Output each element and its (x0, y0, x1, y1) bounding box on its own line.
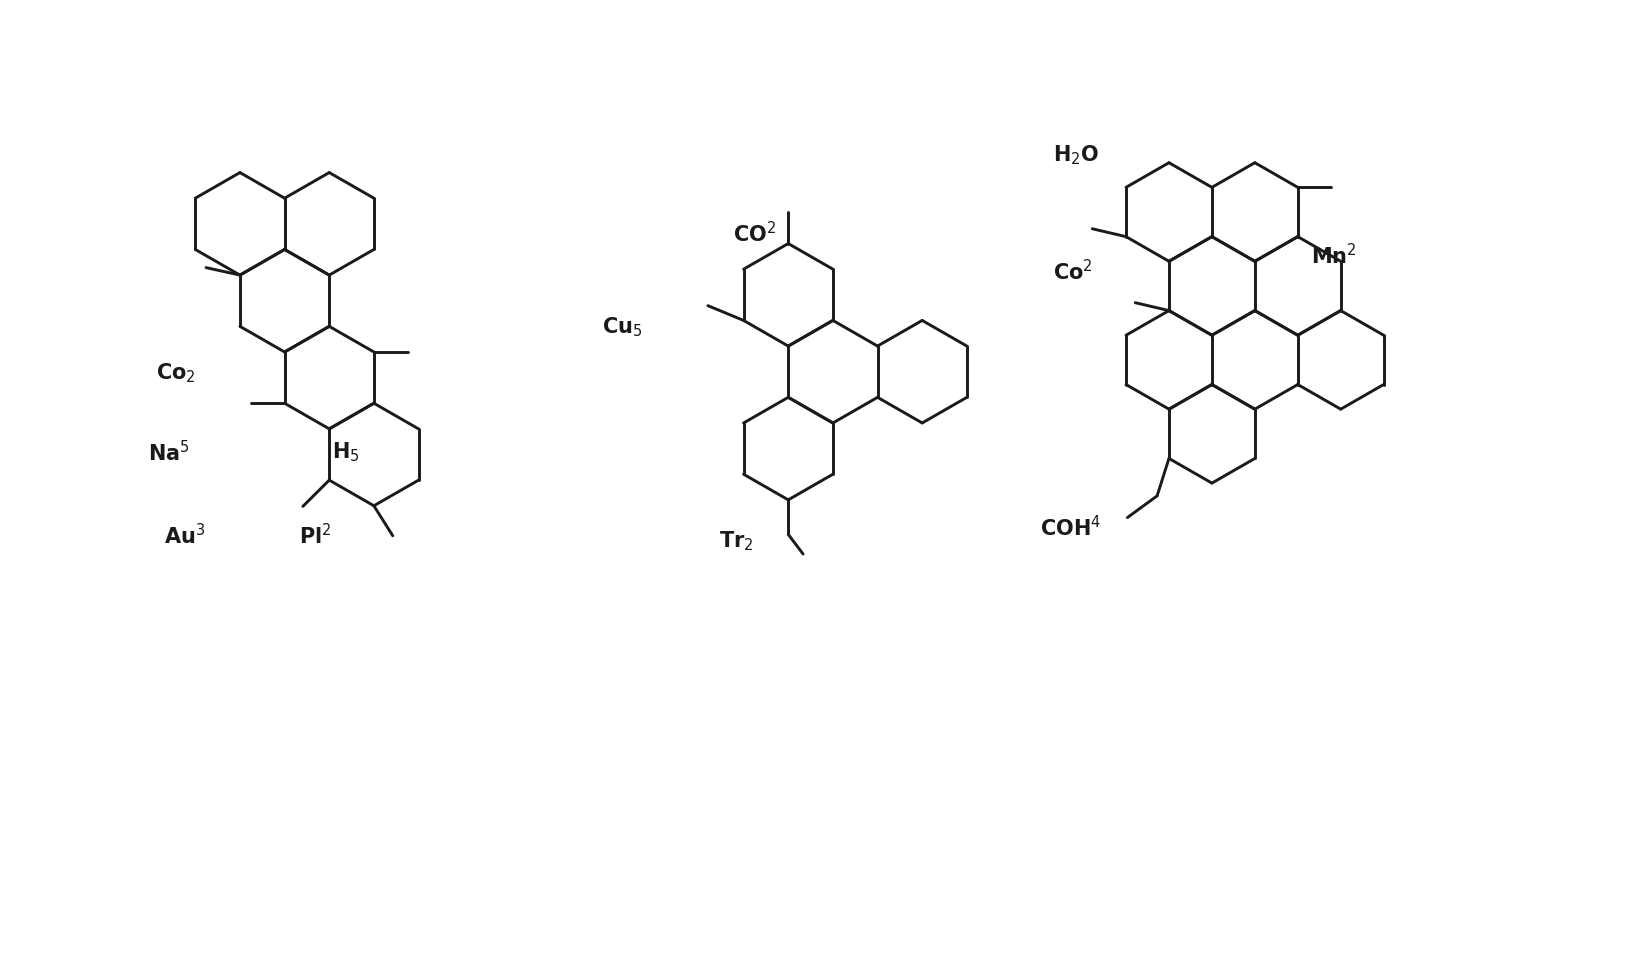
Text: CO$^2$: CO$^2$ (733, 221, 775, 246)
Text: Co$_2$: Co$_2$ (155, 362, 196, 385)
Text: Au$^3$: Au$^3$ (163, 522, 204, 548)
Text: Pl$^2$: Pl$^2$ (299, 522, 331, 548)
Text: Co$^2$: Co$^2$ (1053, 259, 1092, 284)
Text: Tr$_2$: Tr$_2$ (718, 529, 752, 553)
Text: COH$^4$: COH$^4$ (1040, 514, 1100, 540)
Text: Cu$_5$: Cu$_5$ (602, 316, 641, 339)
Text: H$_2$O: H$_2$O (1053, 143, 1098, 167)
Text: Na$^5$: Na$^5$ (147, 440, 189, 465)
Text: H$_5$: H$_5$ (331, 441, 359, 465)
Text: Mn$^2$: Mn$^2$ (1310, 243, 1356, 268)
